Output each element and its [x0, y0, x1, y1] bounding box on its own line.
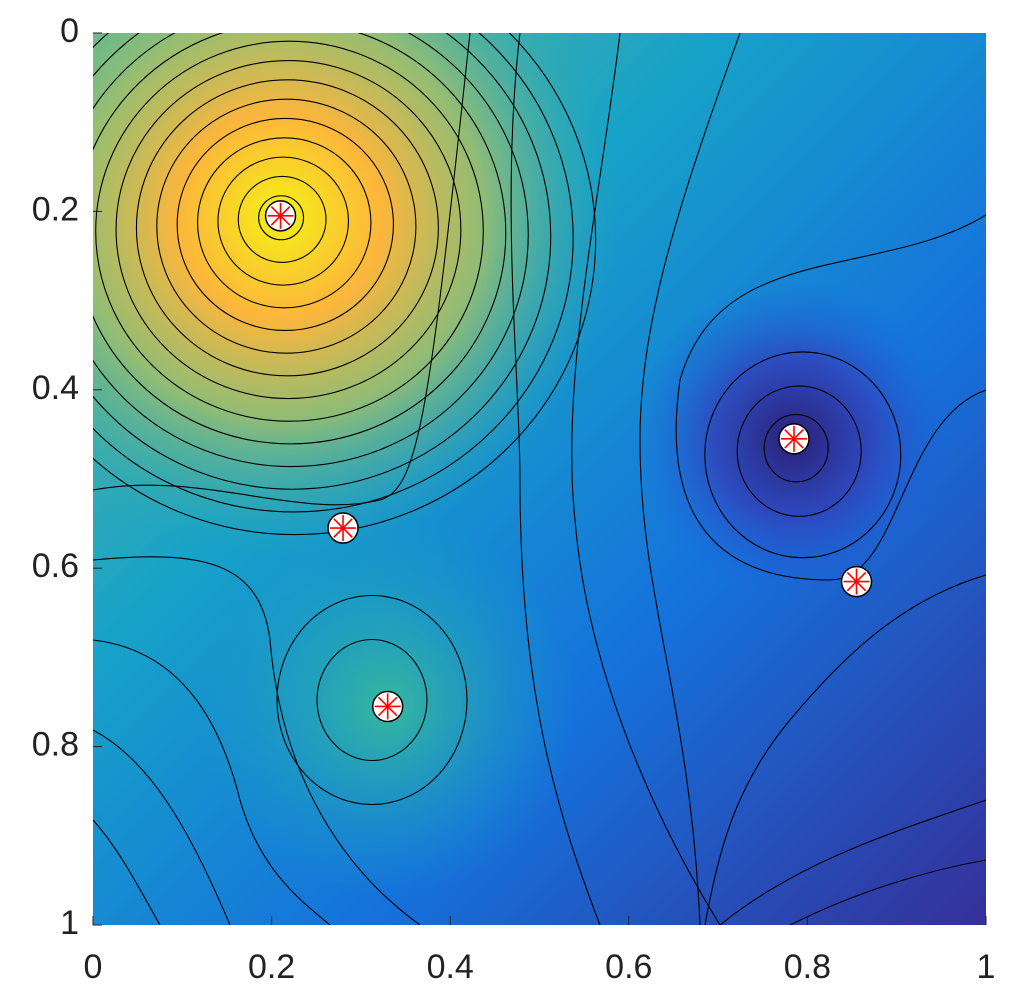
- contour-line: [93, 33, 597, 536]
- contour-field: [93, 33, 986, 925]
- contour-line: [115, 59, 462, 400]
- y-tick-label: 0.6: [32, 547, 79, 585]
- x-tick-label: 0.8: [784, 948, 831, 986]
- y-tick-label: 0: [60, 12, 79, 50]
- contour-line: [704, 351, 902, 559]
- contour-line: [763, 414, 829, 483]
- contour-line: [316, 638, 428, 762]
- contour-line: [135, 79, 439, 377]
- y-tick-label: 0.8: [32, 726, 79, 764]
- marker: [371, 690, 404, 723]
- marker: [264, 200, 297, 232]
- contour-line: [258, 195, 305, 241]
- contour-line: [217, 156, 350, 286]
- marker-star: [270, 206, 291, 226]
- contour-line: [93, 33, 507, 445]
- marker-star: [333, 518, 353, 538]
- contour-line: [156, 98, 417, 354]
- x-tick-label: 0.6: [605, 948, 652, 986]
- y-tick-label: 0.2: [32, 190, 79, 228]
- contour-line: [93, 33, 574, 513]
- x-tick-label: 1: [977, 948, 996, 986]
- marker: [840, 565, 873, 598]
- y-tick-label: 1: [60, 904, 79, 942]
- y-tick-label: 0.4: [32, 369, 79, 407]
- x-tick-label: 0.2: [248, 948, 295, 986]
- contour-line: [237, 175, 327, 263]
- marker-star: [784, 429, 804, 449]
- x-tick-label: 0.4: [427, 948, 474, 986]
- marker-star: [846, 571, 867, 592]
- contour-line: [95, 40, 484, 422]
- contour-line: [276, 594, 468, 806]
- marker: [778, 423, 810, 455]
- marker-star: [377, 696, 398, 717]
- x-tick-label: 0: [84, 948, 103, 986]
- contour-line: [93, 33, 552, 490]
- contour-line: [736, 385, 862, 517]
- contour-line: [197, 137, 372, 309]
- contour-line: [176, 117, 394, 332]
- marker: [327, 512, 359, 544]
- contour-line: [93, 33, 529, 468]
